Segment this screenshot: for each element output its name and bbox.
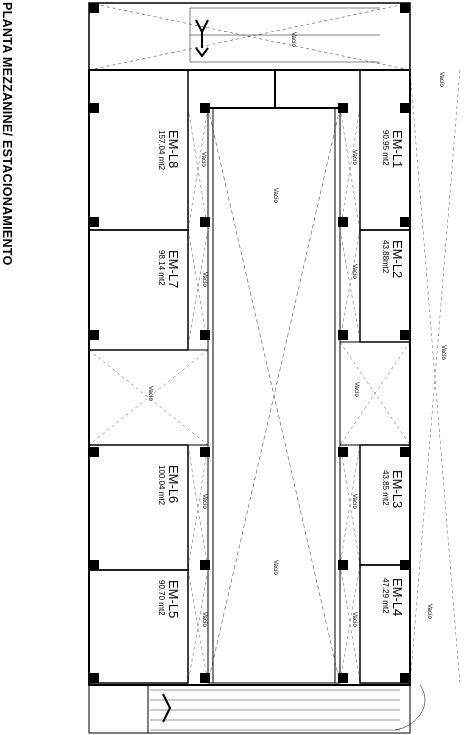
unit-code: EM-L5 [166, 580, 181, 619]
void-label: Vacío [351, 612, 357, 627]
bottom-stair-arrow [162, 693, 172, 723]
unit-area: 90.70 mt2 [157, 580, 166, 616]
column [89, 217, 99, 227]
unit-code: EM-L2 [390, 240, 405, 279]
void-label: Vacío [290, 32, 296, 47]
void-label: Vacío [272, 188, 278, 203]
column [400, 103, 410, 113]
building-outline [88, 2, 411, 734]
void-label: Vacío [147, 386, 153, 401]
unit-area: 100.04 mt2 [157, 465, 166, 506]
unit-area: 157.04 mt2 [157, 130, 166, 171]
void-label: Vacío [201, 494, 207, 509]
unit-code: EM-L1 [390, 130, 405, 169]
unit-code: EM-L8 [166, 130, 181, 169]
main-frame [88, 69, 411, 686]
unit-em-l6 [88, 444, 189, 571]
unit-label-em-l7: EM-L7 98.14 mt2 [156, 250, 181, 289]
unit-label-em-l3: EM-L3 43.85 mt2 [380, 470, 405, 509]
column [89, 3, 99, 13]
unit-area: 43.85 mt2 [381, 470, 390, 506]
unit-area: 43.88mt2 [381, 240, 390, 274]
unit-code: EM-L3 [390, 470, 405, 509]
void-label: Vacío [200, 152, 206, 167]
column [89, 103, 99, 113]
column [89, 330, 99, 340]
bottom-curve [394, 684, 426, 731]
column [200, 103, 210, 113]
unit-area: 98.14 mt2 [157, 250, 166, 286]
bottom-stair-block [147, 684, 411, 734]
column [200, 330, 210, 340]
column [89, 447, 99, 457]
void-label: Vacío [351, 494, 357, 509]
unit-area: 90.95 mt2 [381, 130, 390, 166]
unit-label-em-l6: EM-L6 100.04 mt2 [156, 465, 181, 506]
column [400, 560, 410, 570]
unit-code: EM-L7 [166, 250, 181, 289]
unit-area: 47.29 mt2 [381, 578, 390, 614]
unit-label-em-l8: EM-L8 157.04 mt2 [156, 130, 181, 171]
unit-code: EM-L4 [390, 578, 405, 617]
column [89, 673, 99, 683]
column [338, 447, 348, 457]
unit-label-em-l4: EM-L4 47.29 mt2 [380, 578, 405, 617]
column [338, 217, 348, 227]
columns [89, 3, 410, 683]
unit-label-em-l2: EM-L2 43.88mt2 [380, 240, 405, 279]
column [338, 673, 348, 683]
column [200, 447, 210, 457]
column [200, 217, 210, 227]
column [338, 560, 348, 570]
void-label: Vacío [353, 382, 359, 397]
unit-code: EM-L6 [166, 465, 181, 504]
column [400, 3, 410, 13]
column [400, 330, 410, 340]
void-label: Vacío [201, 272, 207, 287]
void-label: Vacío [351, 264, 357, 279]
column [400, 217, 410, 227]
top-stair-arrow [195, 19, 209, 58]
column [400, 447, 410, 457]
column [200, 673, 210, 683]
column [338, 103, 348, 113]
bottom-stair [150, 689, 400, 731]
void-label: Vacío [438, 72, 444, 87]
unit-em-l5 [88, 569, 189, 684]
column [400, 673, 410, 683]
void-label: Vacío [351, 150, 357, 165]
void-label: Vacío [201, 612, 207, 627]
void-label: Vacío [272, 560, 278, 575]
column [338, 330, 348, 340]
void-label: Vacío [440, 345, 446, 360]
unit-label-em-l1: EM-L1 90.95 mt2 [380, 130, 405, 169]
unit-label-em-l5: EM-L5 90.70 mt2 [156, 580, 181, 619]
unit-em-l7 [88, 229, 189, 351]
unit-em-l4 [359, 564, 411, 684]
top-stair [189, 7, 380, 63]
page-title: PLANTA MEZZANINE/ ESTACIONAMIENTO [0, 2, 14, 266]
column [200, 560, 210, 570]
column [89, 560, 99, 570]
void-label: Vacío [426, 604, 432, 619]
